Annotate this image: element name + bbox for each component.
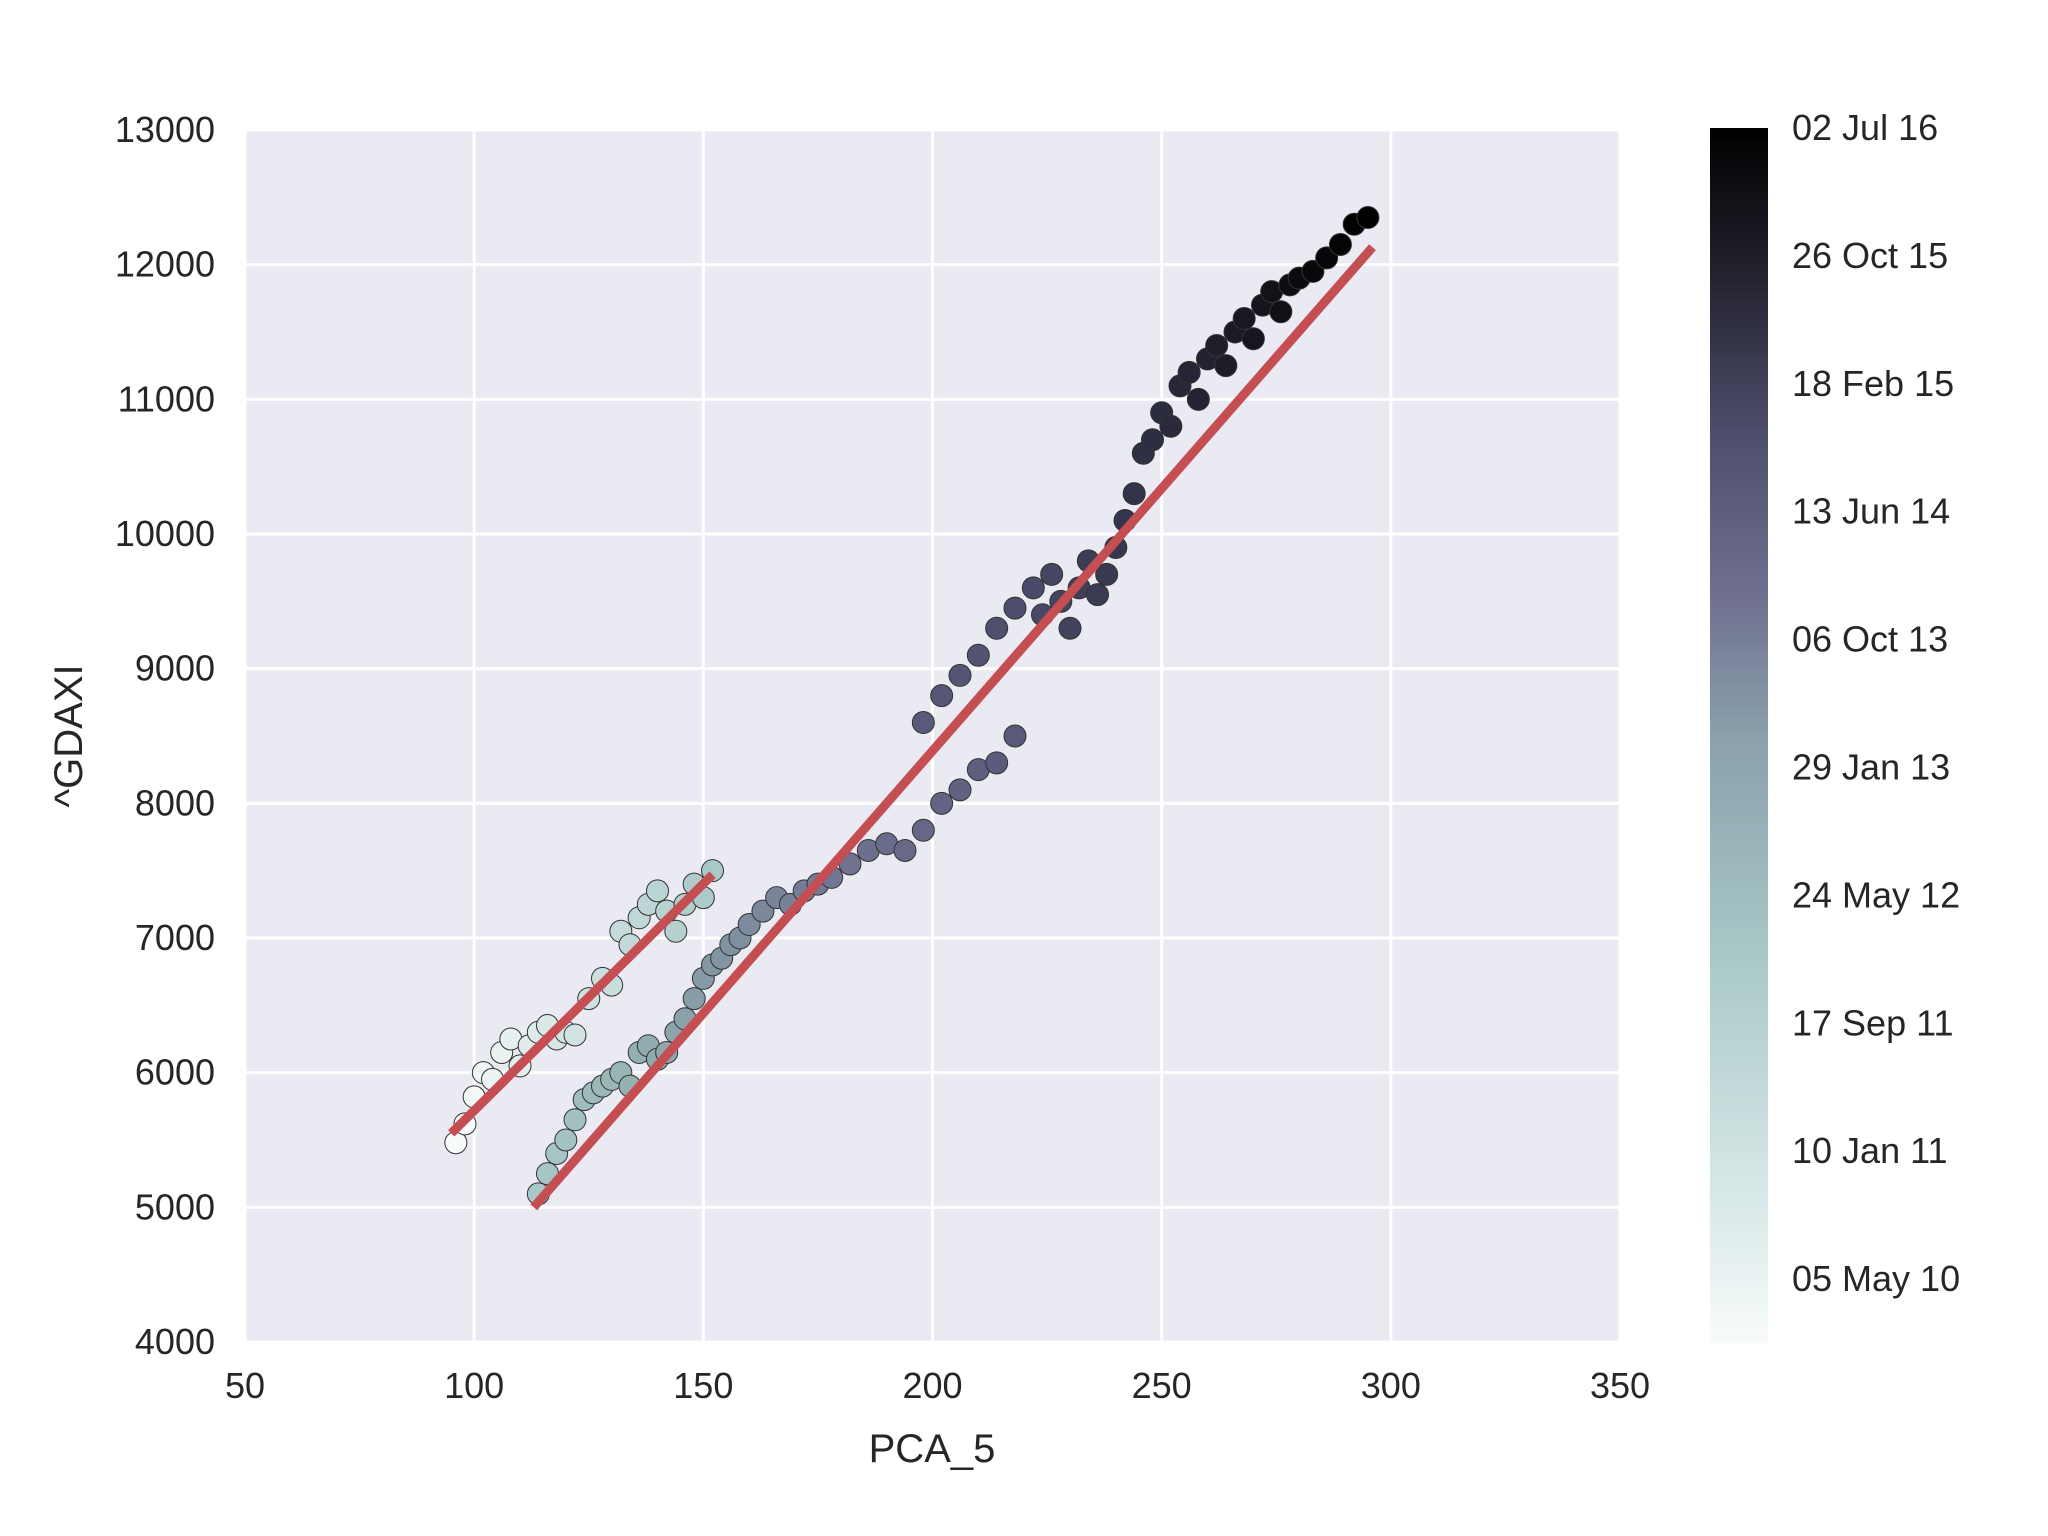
scatter-point (1086, 583, 1109, 607)
colorbar-tick-label: 18 Feb 15 (1792, 363, 1954, 404)
y-tick-label: 11000 (118, 378, 215, 419)
scatter-point (1122, 482, 1146, 506)
x-tick-label: 350 (1590, 1365, 1650, 1406)
x-tick-label: 150 (673, 1365, 733, 1406)
y-tick-label: 9000 (135, 648, 215, 689)
x-tick-label: 50 (225, 1365, 265, 1406)
scatter-point (985, 751, 1009, 775)
scatter-point (930, 791, 954, 815)
scatter-point (1214, 354, 1238, 378)
scatter-point (1177, 360, 1201, 384)
scatter-point (554, 1128, 578, 1152)
regression-line (530, 244, 1376, 1211)
scatter-point (1232, 307, 1256, 331)
scatter-point (1003, 724, 1027, 748)
colorbar (1710, 128, 1768, 1343)
scatter-point (930, 684, 954, 708)
x-tick-label: 300 (1361, 1365, 1421, 1406)
x-tick-label: 250 (1132, 1365, 1192, 1406)
scatter-point (1269, 300, 1293, 324)
scatter-point (1058, 616, 1082, 640)
colorbar-tick-label: 26 Oct 15 (1792, 235, 1948, 276)
scatter-point (1159, 414, 1183, 438)
scatter-point (985, 616, 1009, 640)
regression-line (448, 871, 716, 1137)
scatter-point (1241, 327, 1265, 351)
grid-lines (243, 128, 1622, 1344)
scatter-point (948, 663, 972, 687)
scatter-point (664, 919, 688, 943)
scatter-point (911, 818, 935, 842)
colorbar-tick-label: 10 Jan 11 (1792, 1130, 1947, 1171)
scatter-point (1021, 576, 1045, 600)
scatter-point (1205, 333, 1229, 357)
scatter-point (563, 1023, 587, 1047)
colorbar-tick-label: 29 Jan 13 (1792, 746, 1950, 787)
y-tick-label: 5000 (135, 1186, 215, 1227)
colorbar-tick-label: 05 May 10 (1792, 1258, 1960, 1299)
scatter-point (646, 879, 669, 903)
y-tick-label: 6000 (135, 1052, 215, 1093)
x-tick-label: 100 (444, 1365, 504, 1406)
y-tick-label: 13000 (115, 109, 215, 150)
y-axis-label: ^GDAXI (47, 664, 91, 807)
scatter-point (966, 643, 990, 667)
colorbar-tick-label: 24 May 12 (1792, 874, 1960, 915)
scatter-point (911, 711, 935, 735)
scatter-point (1003, 596, 1027, 620)
scatter-point (563, 1108, 587, 1132)
y-tick-labels: 4000 5000 6000 7000 8000 9000 10000 11000 12000 1… (115, 109, 215, 1362)
colorbar-tick-label: 17 Sep 11 (1792, 1002, 1953, 1043)
colorbar-labels: 02 Jul 16 26 Oct 15 18 Feb 15 13 Jun 14 06 O… (1792, 107, 1960, 1299)
scatter-points (444, 206, 1380, 1206)
y-tick-label: 7000 (135, 917, 215, 958)
scatter-point (1040, 562, 1064, 586)
x-axis-label: PCA_5 (869, 1427, 996, 1471)
fit-lines (448, 244, 1376, 1211)
y-tick-label: 10000 (115, 513, 215, 554)
scatter-point (1186, 387, 1210, 411)
colorbar-tick-label: 13 Jun 14 (1792, 491, 1950, 532)
scatter-point (948, 778, 972, 802)
y-tick-label: 4000 (135, 1321, 215, 1362)
x-tick-label: 200 (902, 1365, 962, 1406)
colorbar-tick-label: 06 Oct 13 (1792, 619, 1948, 660)
scatter-point (682, 987, 706, 1011)
scatter-point (893, 838, 917, 862)
x-tick-labels: 50 100 150 200 250 300 350 (225, 1365, 1650, 1406)
colorbar-tick-label: 02 Jul 16 (1792, 107, 1938, 148)
scatter-point (1141, 428, 1164, 452)
scatter-point (1328, 232, 1352, 256)
scatter-point (1356, 206, 1380, 230)
y-tick-label: 8000 (135, 782, 215, 823)
scatter-point (1095, 562, 1119, 586)
y-tick-label: 12000 (115, 244, 215, 285)
